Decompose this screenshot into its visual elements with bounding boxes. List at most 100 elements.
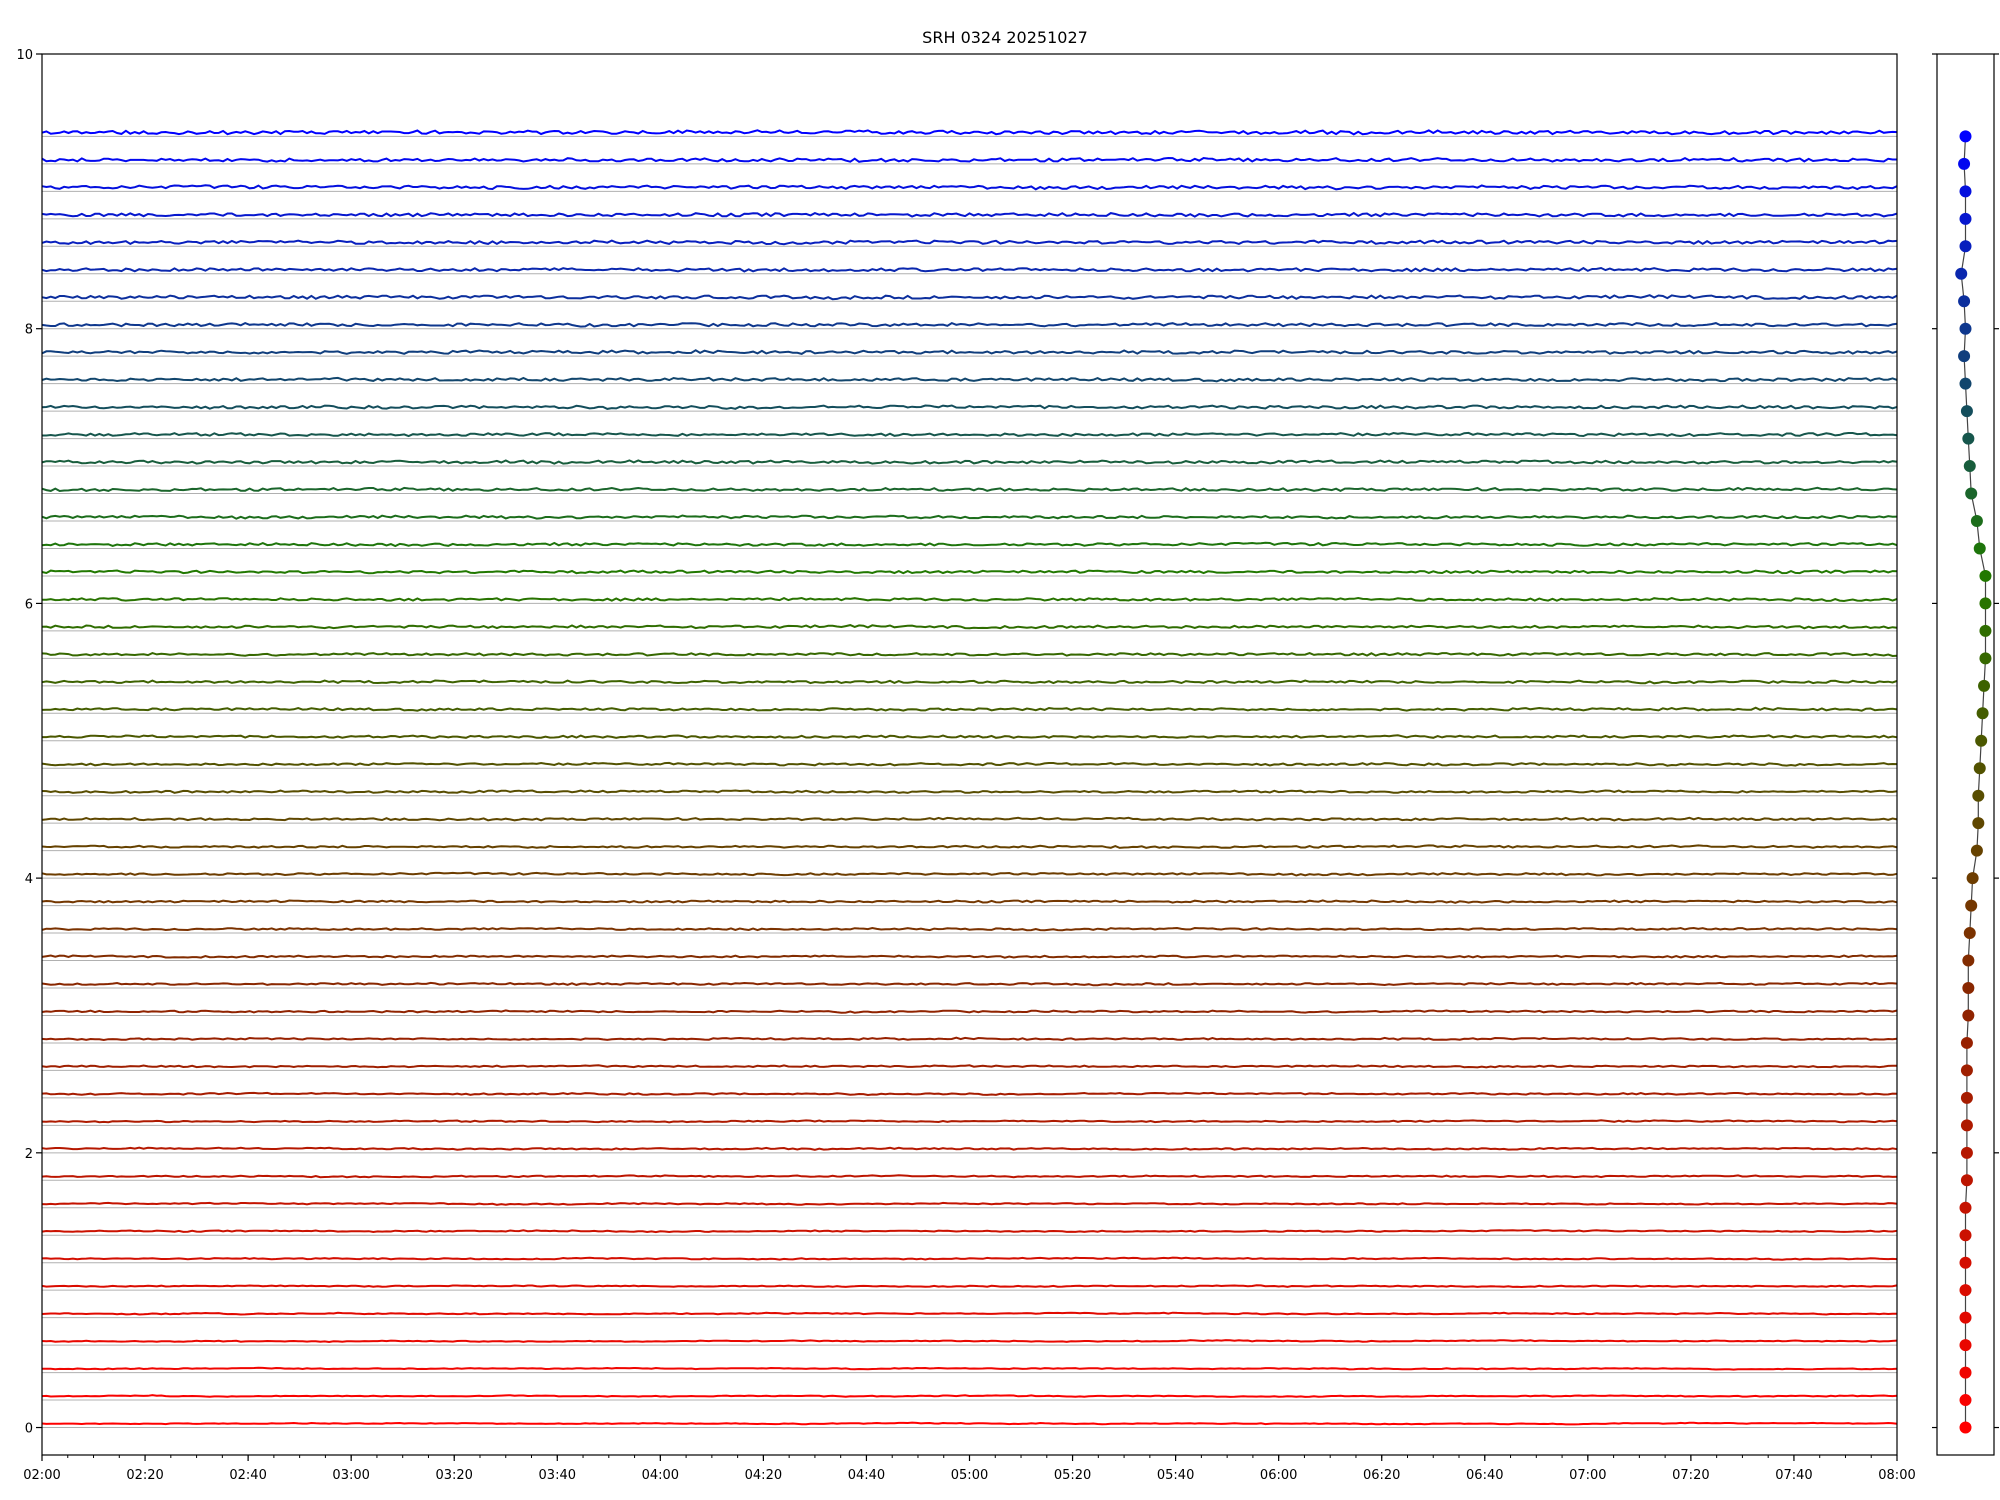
side-point (1979, 569, 1992, 582)
side-point (1965, 899, 1978, 912)
x-tick-label: 03:00 (332, 1468, 369, 1483)
trace-line (41, 266, 1898, 273)
trace-line (41, 1284, 1898, 1289)
trace-line (41, 1256, 1898, 1261)
side-point (1963, 927, 1976, 940)
x-tick-label: 07:20 (1672, 1468, 1709, 1483)
trace-line (41, 184, 1898, 191)
trace-line (41, 1421, 1898, 1426)
side-point (1959, 377, 1972, 390)
x-tick-label: 07:00 (1569, 1468, 1606, 1483)
side-point (1973, 542, 1986, 555)
side-point (1959, 1394, 1972, 1407)
y-tick-label: 2 (25, 1147, 33, 1162)
side-point (1962, 1009, 1975, 1022)
main-y-axis: 0 2 4 6 8 10 (16, 48, 42, 1437)
trace-line (41, 1229, 1898, 1234)
trace-line (41, 239, 1898, 246)
x-tick-label: 02:20 (126, 1468, 163, 1483)
trace-line (41, 1174, 1898, 1179)
x-tick-label: 05:40 (1157, 1468, 1194, 1483)
x-tick-label: 03:20 (435, 1468, 472, 1483)
main-grid (42, 135, 1897, 1429)
x-tick-label: 05:20 (1054, 1468, 1091, 1483)
trace-line (41, 596, 1898, 603)
x-tick-label: 04:40 (848, 1468, 885, 1483)
trace-line (41, 871, 1898, 877)
side-point (1975, 734, 1988, 747)
trace-line (41, 899, 1898, 904)
side-point (1963, 460, 1976, 473)
trace-line (41, 679, 1898, 685)
trace-line (41, 706, 1898, 712)
side-point (1978, 679, 1991, 692)
trace-line (41, 926, 1898, 932)
trace-line (41, 129, 1898, 136)
side-point (1979, 652, 1992, 665)
trace-line (42, 734, 1898, 739)
side-point (1959, 1256, 1972, 1269)
x-tick-label: 02:40 (229, 1468, 266, 1483)
trace-line (41, 294, 1898, 301)
side-point (1959, 1311, 1972, 1324)
side-point (1959, 1201, 1972, 1214)
side-point (1965, 487, 1978, 500)
x-tick-label: 08:00 (1878, 1468, 1915, 1483)
side-point (1960, 1064, 1973, 1077)
side-y-axis (1932, 53, 1999, 1429)
trace-line (41, 789, 1898, 795)
x-tick-label: 03:40 (539, 1468, 576, 1483)
trace-line (41, 1311, 1898, 1316)
trace-line (41, 844, 1898, 849)
trace-line (41, 211, 1898, 218)
side-point (1979, 597, 1992, 610)
trace-line (41, 1146, 1898, 1151)
trace-line (41, 1009, 1898, 1014)
side-point (1959, 130, 1972, 143)
trace-line (41, 981, 1898, 987)
side-point (1972, 789, 1985, 802)
y-tick-label: 6 (25, 597, 33, 612)
side-point (1976, 707, 1989, 720)
side-point (1959, 1421, 1972, 1434)
x-tick-label: 05:00 (951, 1468, 988, 1483)
side-point (1979, 624, 1992, 637)
side-point (1959, 212, 1972, 225)
side-point (1959, 1229, 1972, 1242)
trace-line (41, 1339, 1898, 1344)
trace-line (41, 624, 1898, 630)
side-point (1970, 515, 1983, 527)
trace-line (41, 1064, 1898, 1069)
side-point (1958, 157, 1971, 170)
side-point (1972, 817, 1985, 830)
x-tick-label: 06:40 (1466, 1468, 1503, 1483)
side-point (1959, 1366, 1972, 1379)
trace-line (41, 376, 1898, 383)
trace-line (41, 156, 1897, 163)
side-plot-frame (1936, 53, 1995, 1456)
trace-line (41, 486, 1898, 493)
x-tick-label: 04:20 (745, 1468, 782, 1483)
side-point (1960, 1146, 1973, 1159)
trace-line (42, 431, 1898, 438)
trace-line (41, 1036, 1898, 1042)
trace-line (41, 651, 1898, 658)
x-tick-label: 06:20 (1363, 1468, 1400, 1483)
side-point (1955, 267, 1968, 280)
y-tick-label: 8 (25, 323, 33, 338)
side-point (1960, 1091, 1973, 1104)
side-point (1960, 405, 1973, 418)
x-tick-label: 06:00 (1260, 1468, 1297, 1483)
main-traces (41, 129, 1898, 1426)
trace-line (41, 954, 1898, 959)
side-point (1962, 954, 1975, 967)
side-point (1959, 1339, 1972, 1352)
y-tick-label: 10 (16, 48, 33, 63)
side-point (1962, 432, 1975, 445)
trace-line (41, 569, 1898, 575)
side-point (1960, 1036, 1973, 1049)
trace-line (41, 1201, 1898, 1206)
trace-line (41, 761, 1898, 767)
x-tick-label: 04:00 (642, 1468, 679, 1483)
